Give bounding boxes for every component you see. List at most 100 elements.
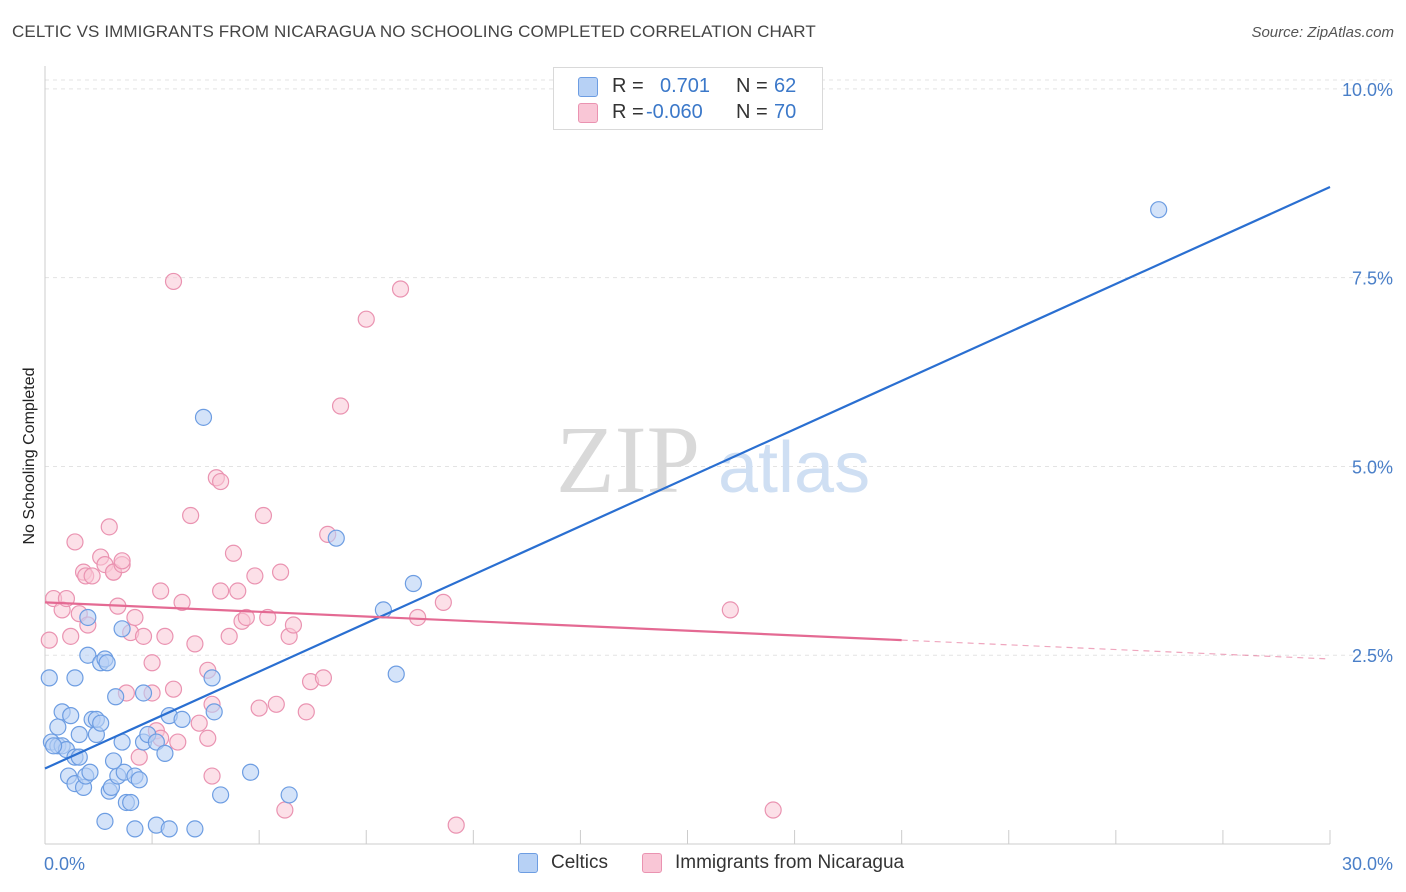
celtics-point <box>387 665 405 683</box>
celtics-point <box>147 733 165 751</box>
nicaragua-trend-line <box>44 601 902 642</box>
nicaragua-point <box>169 733 187 751</box>
trend-lines <box>44 186 1331 770</box>
chart-title: CELTIC VS IMMIGRANTS FROM NICARAGUA NO S… <box>12 22 816 41</box>
celtics-point <box>98 654 116 672</box>
watermark-atlas: atlas <box>718 428 870 508</box>
celtics-point <box>194 408 213 426</box>
nicaragua-point <box>173 593 191 611</box>
celtics-point <box>327 529 345 547</box>
celtics-point <box>404 574 422 593</box>
nicaragua-point <box>126 608 144 627</box>
r-value: 0.701 <box>660 75 711 97</box>
nicaragua-point <box>314 669 333 687</box>
nicaragua-point <box>250 699 268 717</box>
y-axis-label: No Schooling Completed <box>21 367 38 545</box>
nicaragua-point <box>203 767 221 785</box>
nicaragua-point <box>186 635 204 653</box>
nicaragua-point <box>254 506 273 525</box>
y-tick-label: 7.5% <box>1352 269 1393 289</box>
nicaragua-point <box>40 631 58 649</box>
nicaragua-point <box>62 627 80 645</box>
celtics-point <box>126 820 144 838</box>
nicaragua-point <box>297 703 315 721</box>
celtics-point <box>81 763 99 781</box>
nicaragua-point <box>113 552 131 570</box>
celtics-point <box>134 684 153 702</box>
celtics-trend-line <box>44 186 1331 770</box>
nicaragua-point <box>276 801 294 819</box>
celtics-point <box>66 669 84 687</box>
nicaragua-point <box>357 310 375 328</box>
nicaragua-point <box>237 608 255 627</box>
celtics-point <box>173 710 191 729</box>
celtics-point <box>242 763 260 781</box>
nicaragua-point <box>271 563 290 581</box>
nicaragua-point <box>83 567 101 585</box>
watermark-zip: ZIP <box>556 406 700 513</box>
gridlines <box>45 79 1392 656</box>
nicaragua-point <box>130 748 148 766</box>
celtics-point <box>130 771 148 789</box>
n-value: 62 <box>774 75 797 97</box>
x-tick-label: 30.0% <box>1342 854 1393 874</box>
nicaragua-point <box>152 582 170 600</box>
nicaragua-point <box>164 680 183 698</box>
celtics-point <box>160 820 178 838</box>
n-value: 70 <box>774 101 797 123</box>
nicaragua-point <box>246 567 264 585</box>
celtics-point <box>62 707 80 725</box>
celtics-point <box>96 812 114 830</box>
y-tick-label: 5.0% <box>1352 457 1393 477</box>
stats-row-nicaragua: R = -0.060 N = 70 <box>554 101 822 125</box>
celtics-point <box>44 737 63 755</box>
nicaragua-point <box>259 608 277 627</box>
r-label: R = <box>612 75 644 97</box>
nicaragua-point <box>220 627 238 645</box>
celtics-point <box>104 752 123 770</box>
celtics-point <box>113 620 131 638</box>
celtics-point <box>280 786 298 804</box>
stats-row-celtics: R = 0.701 N = 62 <box>554 75 822 99</box>
celtics-point <box>212 786 230 804</box>
legend-nicaragua-label: Immigrants from Nicaragua <box>675 852 905 873</box>
celtics-point <box>107 688 125 706</box>
nicaragua-point <box>284 616 303 634</box>
nicaragua-point <box>434 593 452 611</box>
source-label: Source: ZipAtlas.com <box>1251 24 1394 41</box>
n-label: N = <box>736 75 768 97</box>
r-label: R = <box>612 101 644 123</box>
celtics-point <box>203 669 221 687</box>
tick-labels: 2.5% 5.0% 7.5% 10.0% 0.0% 30.0% <box>44 80 1393 874</box>
nicaragua-point <box>212 582 230 600</box>
celtics-point <box>79 646 97 664</box>
nicaragua-point <box>331 397 350 415</box>
nicaragua-point <box>190 714 208 732</box>
nicaragua-point <box>164 272 183 291</box>
nicaragua-point <box>143 654 161 672</box>
celtics-point <box>79 608 97 627</box>
nicaragua-point <box>447 816 465 834</box>
nicaragua-point <box>134 627 153 645</box>
celtics-point <box>122 793 140 812</box>
y-tick-label: 10.0% <box>1342 80 1393 100</box>
y-tick-label: 2.5% <box>1352 646 1393 666</box>
nicaragua-point <box>764 801 782 819</box>
celtics-point <box>186 820 204 838</box>
r-value: -0.060 <box>646 101 703 123</box>
celtics-point <box>49 718 67 736</box>
celtics-point <box>1150 201 1168 219</box>
nicaragua-point <box>721 601 739 619</box>
nicaragua-point <box>66 533 84 551</box>
celtics-point <box>70 725 88 744</box>
celtics-point <box>40 669 58 687</box>
x-tick-label: 0.0% <box>44 854 85 874</box>
axes <box>44 66 1331 845</box>
nicaragua-point <box>267 695 285 713</box>
celtics-point <box>205 703 223 721</box>
nicaragua-swatch <box>578 103 598 123</box>
celtics-swatch <box>578 77 598 97</box>
nicaragua-point <box>212 472 230 491</box>
nicaragua-point <box>224 544 243 562</box>
